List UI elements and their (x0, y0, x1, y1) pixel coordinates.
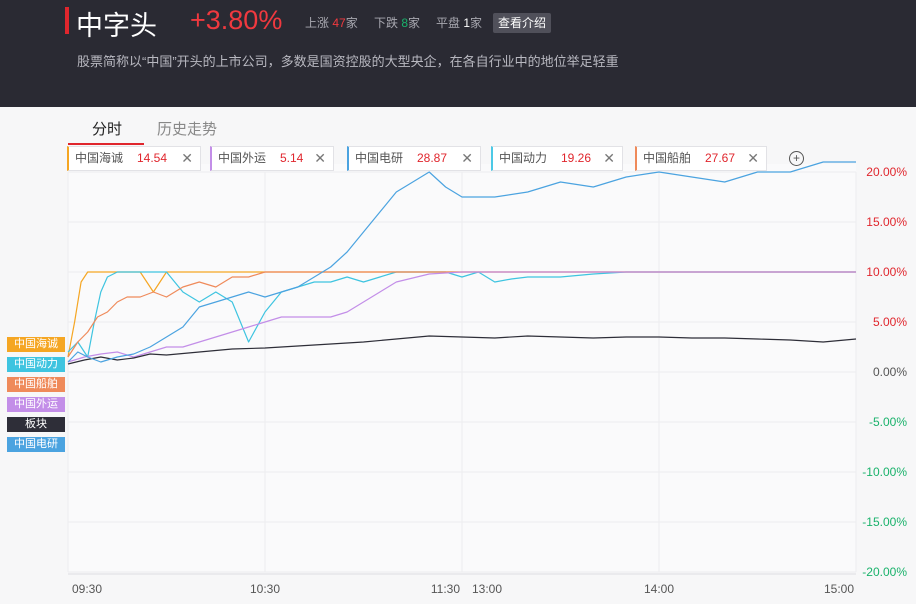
close-icon[interactable]: ✕ (181, 150, 193, 166)
series-line-中国电研 (67, 161, 856, 363)
y-tick-label: 15.00% (866, 215, 907, 229)
chip-zhongguo-chuanbo[interactable]: 中国船舶 27.67 ✕ (635, 146, 767, 171)
header: 中字头 +3.80% 上涨 47家 下跌 8家 平盘 1家 查看介绍 股票简称以… (0, 0, 916, 107)
y-tick-label: 0.00% (873, 365, 907, 379)
chip-value: 5.14 (280, 151, 304, 165)
chip-zhongguo-waiyun[interactable]: 中国外运 5.14 ✕ (210, 146, 334, 171)
title-accent-bar (65, 7, 69, 34)
legend-item-bankuai: 板块 (7, 417, 65, 432)
chip-name: 中国船舶 (643, 151, 692, 165)
series-line-sector (67, 335, 857, 365)
legend-item-dongli: 中国动力 (7, 357, 65, 372)
active-tab-underline (68, 143, 144, 145)
y-tick-label: 5.00% (873, 315, 907, 329)
chip-zhongguo-haicheng[interactable]: 中国海诚 14.54 ✕ (67, 146, 201, 171)
chip-zhongguo-dianyan[interactable]: 中国电研 28.87 ✕ (347, 146, 481, 171)
x-tick-label: 13:00 (472, 582, 502, 596)
down-stat: 下跌 8家 (374, 14, 420, 31)
y-tick-label: 10.00% (866, 265, 907, 279)
chip-name: 中国动力 (499, 151, 548, 165)
y-tick-label: -10.00% (862, 465, 907, 479)
chip-value: 14.54 (137, 151, 168, 165)
close-icon[interactable]: ✕ (314, 150, 326, 166)
chip-zhongguo-dongli[interactable]: 中国动力 19.26 ✕ (491, 146, 623, 171)
y-tick-label: 20.00% (866, 165, 907, 179)
flat-count: 1 (463, 16, 471, 30)
chip-value: 27.67 (705, 151, 736, 165)
close-icon[interactable]: ✕ (461, 150, 473, 166)
y-tick-label: -15.00% (862, 515, 907, 529)
chip-name: 中国海诚 (75, 151, 124, 165)
x-tick-label: 09:30 (72, 582, 102, 596)
add-compare-button[interactable]: + (789, 151, 804, 166)
y-tick-label: -20.00% (862, 565, 907, 579)
tab-bar: 分时 历史走势 (68, 112, 916, 146)
up-stat: 上涨 47家 (305, 14, 358, 31)
sector-title: 中字头 (76, 11, 157, 41)
legend-item-dianyan: 中国电研 (7, 437, 65, 452)
x-tick-label: 14:00 (644, 582, 674, 596)
down-label: 下跌 (374, 16, 399, 30)
tab-intraday[interactable]: 分时 (92, 121, 123, 138)
up-unit: 家 (345, 16, 358, 30)
tab-history[interactable]: 历史走势 (157, 121, 218, 138)
down-unit: 家 (408, 16, 421, 30)
sector-description: 股票简称以“中国”开头的上市公司，多数是国资控股的大型央企，在各自行业中的地位举… (77, 54, 619, 69)
close-icon[interactable]: ✕ (603, 150, 615, 166)
chip-name: 中国电研 (355, 151, 404, 165)
x-tick-label: 15:00 (824, 582, 854, 596)
chip-name: 中国外运 (218, 151, 267, 165)
down-count: 8 (401, 16, 409, 30)
up-label: 上涨 (305, 16, 330, 30)
y-tick-label: -5.00% (869, 415, 907, 429)
chip-value: 28.87 (417, 151, 448, 165)
view-intro-button[interactable]: 查看介绍 (493, 13, 552, 33)
up-count: 47 (332, 16, 346, 30)
chip-value: 19.26 (561, 151, 592, 165)
legend-item-haicheng: 中国海诚 (7, 337, 65, 352)
flat-label: 平盘 (436, 16, 461, 30)
flat-unit: 家 (470, 16, 483, 30)
series-line-中国外运 (67, 271, 856, 363)
legend-item-chuanbo: 中国船舶 (7, 377, 65, 392)
legend-item-waiyun: 中国外运 (7, 397, 65, 412)
x-tick-label: 11:30 (431, 582, 460, 596)
x-tick-label: 10:30 (250, 582, 280, 596)
close-icon[interactable]: ✕ (747, 150, 759, 166)
sector-change: +3.80% (190, 5, 283, 35)
flat-stat: 平盘 1家 (436, 14, 482, 31)
